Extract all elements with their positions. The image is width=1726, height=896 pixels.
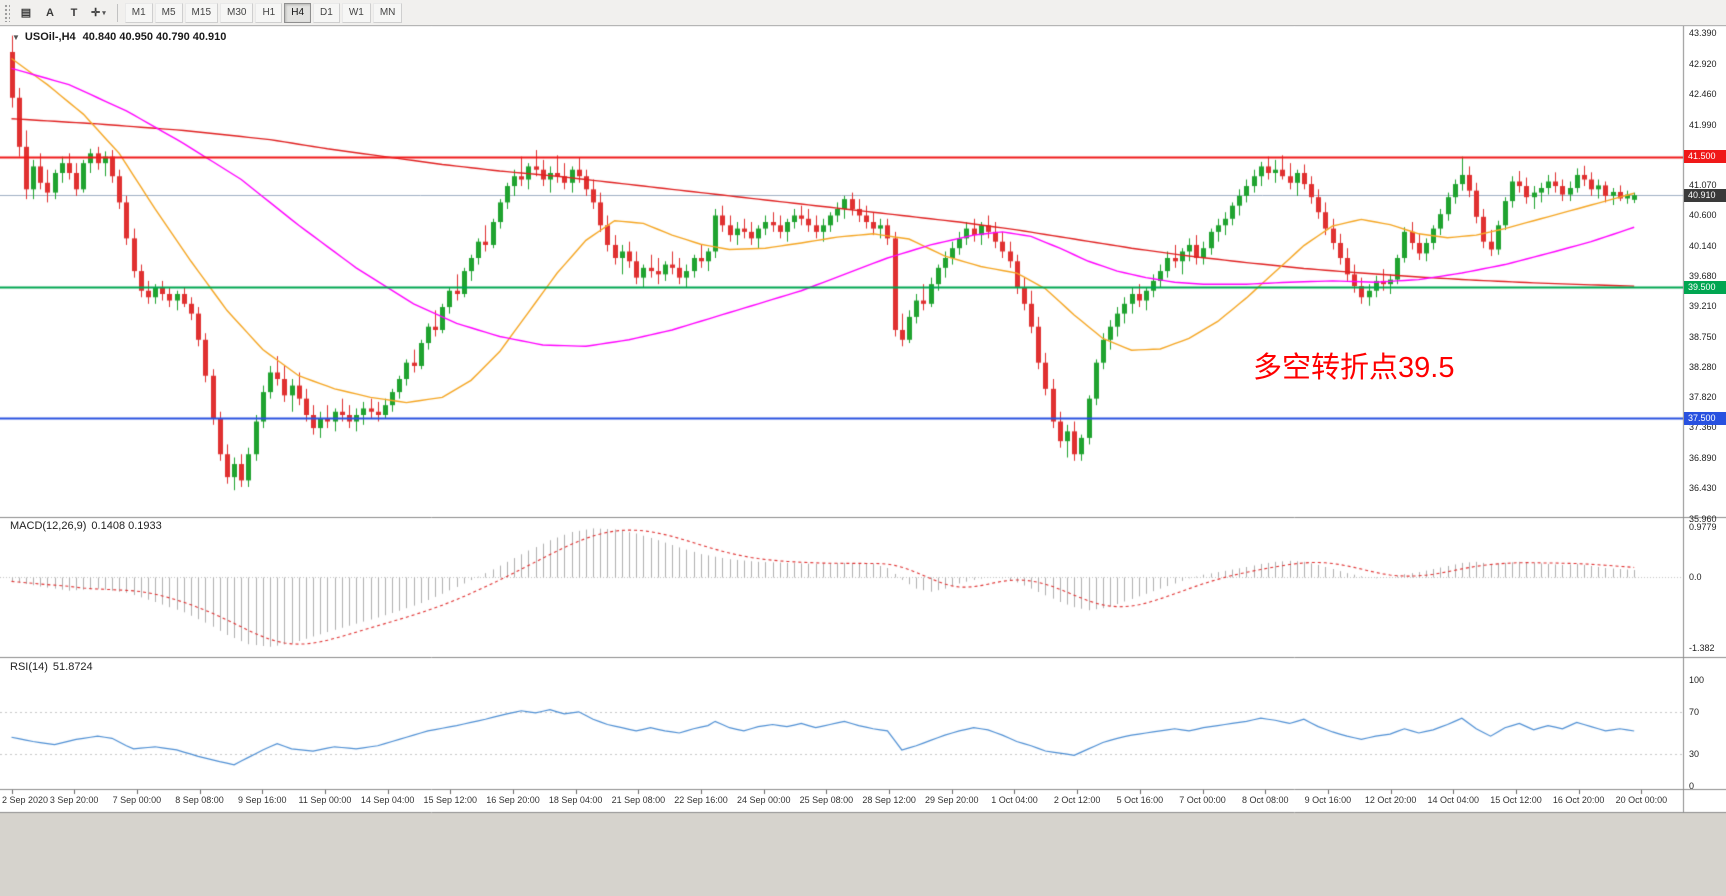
time-axis-label: 20 Oct 00:00	[1615, 795, 1668, 805]
macd-axis-label: -1.382	[1689, 643, 1715, 654]
time-axis-label: 7 Oct 00:00	[1179, 795, 1226, 805]
toolbar-separator	[116, 3, 118, 22]
macd-name: MACD(12,26,9)	[10, 520, 87, 532]
time-axis-label: 29 Sep 20:00	[925, 795, 979, 805]
macd-axis: 0.9779 0.0 -1.382	[1684, 0, 1726, 812]
chart-window-icon: ▤	[20, 7, 32, 19]
time-axis-label: 5 Oct 16:00	[1116, 795, 1164, 805]
rsi-axis-label: 100	[1689, 675, 1705, 685]
rsi-axis-label: 0	[1689, 781, 1695, 791]
symbol-period-label: USOil-,H4	[24, 31, 76, 43]
price-axis-label: 37.360	[1689, 422, 1717, 433]
time-axis-label: 14 Oct 04:00	[1427, 795, 1480, 805]
time-axis-label: 7 Sep 00:00	[112, 795, 162, 805]
price-axis-label: 38.750	[1689, 331, 1717, 342]
macd-axis-label: 0.9779	[1689, 521, 1717, 532]
price-axis-label: 41.990	[1689, 119, 1717, 130]
price-axis-label: 36.430	[1689, 483, 1717, 494]
text-tool-button[interactable]: T	[63, 3, 85, 23]
price-axis-label: 35.960	[1689, 514, 1717, 524]
timeframe-button-m5[interactable]: M5	[154, 2, 183, 23]
collapse-triangle-icon[interactable]: ▼	[12, 33, 20, 42]
time-axis-label: 28 Sep 12:00	[862, 795, 916, 805]
time-axis-label: 15 Sep 12:00	[423, 795, 478, 805]
rsi-axis: 100 70 30 0	[1684, 0, 1726, 812]
price-tag-39.500: 39.500	[1684, 280, 1726, 294]
rsi-indicator-label: RSI(14) 51.8724	[10, 661, 93, 673]
price-axis-label: 36.890	[1689, 453, 1717, 464]
macd-indicator-label: MACD(12,26,9) 0.1408 0.1933	[10, 520, 162, 532]
price-axis-label: 42.920	[1689, 58, 1717, 69]
time-axis-label: 12 Oct 20:00	[1364, 795, 1417, 805]
caret-down-icon: ▾	[102, 9, 106, 17]
time-axis-label: 25 Sep 08:00	[799, 795, 854, 805]
time-axis-label: 8 Sep 08:00	[175, 795, 224, 805]
rsi-value: 51.8724	[52, 661, 93, 673]
time-axis-label: 16 Oct 20:00	[1552, 795, 1605, 805]
time-axis-label: 2 Oct 12:00	[1053, 795, 1101, 805]
time-axis-label: 22 Sep 16:00	[674, 795, 728, 805]
crosshair-icon: ✛	[91, 7, 101, 19]
price-tag-37.500: 37.500	[1684, 411, 1726, 425]
time-axis-label: 8 Oct 08:00	[1241, 795, 1289, 805]
chart-title-overlay: ▼ USOil-,H4 40.840 40.950 40.790 40.910	[12, 31, 226, 43]
timeframe-button-d1[interactable]: D1	[313, 2, 340, 23]
price-tag-40.910: 40.910	[1684, 188, 1726, 202]
price-axis-label: 40.140	[1689, 240, 1717, 251]
price-tags-layer: 41.500 40.910 39.500 37.500	[1684, 0, 1726, 812]
annotations-button[interactable]: A	[39, 3, 61, 23]
time-axis-label: 24 Sep 00:00	[736, 795, 791, 805]
time-axis-label: 18 Sep 04:00	[548, 795, 603, 805]
macd-values: 0.1408 0.1933	[91, 520, 162, 532]
time-axis-label: 11 Sep 00:00	[298, 795, 352, 805]
price-tag-41.500: 41.500	[1684, 150, 1726, 164]
chart-window-button[interactable]: ▤	[15, 3, 37, 23]
toolbar-grip[interactable]	[4, 3, 10, 22]
timeframe-toolbar: M1 M5 M15 M30 H1 H4 D1 W1 MN	[124, 2, 405, 23]
chart-annotation-text[interactable]: 多空转折点39.5	[1253, 352, 1455, 384]
time-axis-label: 15 Oct 12:00	[1490, 795, 1542, 805]
time-axis-label: 14 Sep 04:00	[360, 795, 415, 805]
timeframe-button-m15[interactable]: M15	[184, 2, 218, 23]
price-axis-label: 38.280	[1689, 362, 1717, 373]
timeframe-button-m1[interactable]: M1	[124, 2, 153, 23]
price-axis-label: 42.460	[1689, 88, 1717, 99]
time-axis-label: 9 Oct 16:00	[1304, 795, 1352, 805]
timeframe-button-mn[interactable]: MN	[372, 2, 403, 23]
time-axis-label: 1 Oct 04:00	[991, 795, 1038, 805]
price-axis-label: 41.070	[1689, 179, 1717, 190]
time-axis-label: 16 Sep 20:00	[486, 795, 540, 805]
toolbar: ▤ A T ✛ ▾ M1 M5 M15 M30 H1 H4 D1 W1 MN	[0, 0, 1726, 26]
time-axis-label: 3 Sep 20:00	[49, 795, 99, 805]
rsi-name: RSI(14)	[10, 661, 48, 673]
timeframe-button-h4[interactable]: H4	[284, 2, 312, 23]
ohlc-readout: 40.840 40.950 40.790 40.910	[82, 31, 227, 43]
price-axis[interactable]: 43.39042.92042.46041.99041.53041.07040.6…	[1684, 0, 1726, 812]
rsi-axis-label: 30	[1689, 749, 1700, 760]
tool-buttons: ▤ A T ✛ ▾	[15, 3, 110, 23]
time-axis[interactable]: 2 Sep 2020 3 Sep 20:00 7 Sep 00:00 8 Sep 08…	[0, 791, 1683, 812]
timeframe-button-m30[interactable]: M30	[220, 2, 254, 23]
time-axis-label: 9 Sep 16:00	[237, 795, 287, 805]
timeframe-button-w1[interactable]: W1	[341, 2, 371, 23]
crosshair-button[interactable]: ✛ ▾	[87, 3, 110, 23]
price-axis-label: 37.820	[1689, 392, 1717, 403]
price-axis-label: 39.210	[1689, 301, 1717, 312]
timeframe-button-h1[interactable]: H1	[255, 2, 283, 23]
macd-axis-label: 0.0	[1689, 572, 1702, 583]
price-axis-label: 39.680	[1689, 270, 1717, 281]
time-axis-label: 21 Sep 08:00	[611, 795, 666, 805]
price-axis-label: 40.600	[1689, 210, 1717, 221]
price-axis-label: 43.390	[1689, 28, 1717, 38]
time-axis-label: 2 Sep 2020	[2, 795, 49, 805]
rsi-axis-label: 70	[1689, 706, 1700, 717]
